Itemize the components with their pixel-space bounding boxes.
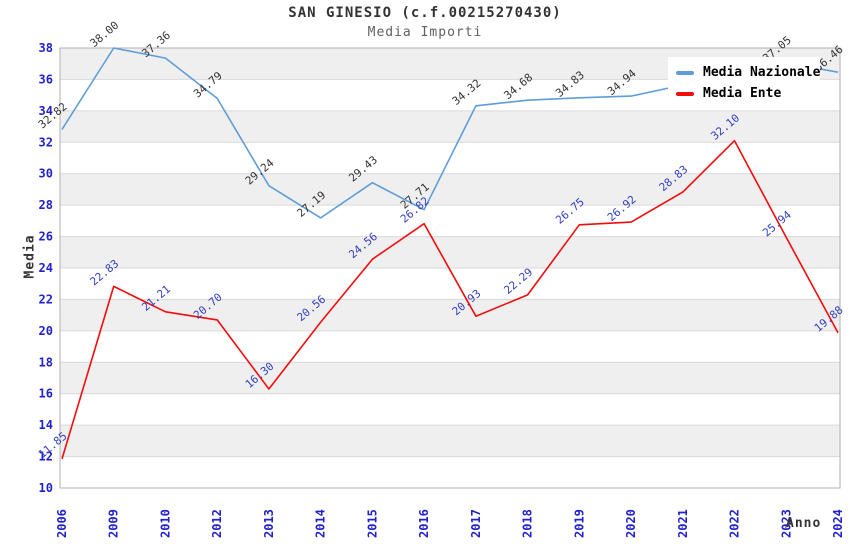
plot-band	[60, 299, 840, 331]
x-tick-label: 2013	[262, 509, 276, 538]
y-tick-label: 16	[39, 387, 53, 401]
legend-swatch-blue-icon	[676, 70, 694, 75]
y-tick-label: 20	[39, 324, 53, 338]
legend-item-media-ente: Media Ente	[676, 83, 812, 104]
y-tick-label: 12	[39, 450, 53, 464]
y-tick-label: 36	[39, 72, 53, 86]
y-tick-label: 22	[39, 292, 53, 306]
x-tick-label: 2023	[779, 509, 793, 538]
x-tick-label: 2017	[469, 509, 483, 538]
chart-legend: Media Nazionale Media Ente	[668, 57, 820, 109]
plot-band	[60, 110, 840, 143]
x-tick-label: 2020	[624, 509, 638, 538]
data-label: 34.32	[450, 77, 484, 108]
y-tick-label: 38	[39, 41, 53, 55]
y-tick-label: 30	[39, 167, 53, 181]
x-tick-label: 2016	[417, 509, 431, 538]
x-tick-label: 2018	[521, 509, 535, 538]
y-tick-label: 24	[39, 261, 53, 275]
chart-title: SAN GINESIO (c.f.00215270430)	[288, 5, 562, 21]
x-tick-label: 2006	[55, 509, 69, 538]
x-tick-label: 2015	[365, 509, 379, 538]
plot-band	[60, 362, 840, 394]
x-tick-label: 2019	[572, 509, 586, 538]
plot-band	[60, 425, 840, 457]
legend-label: Media Ente	[703, 86, 782, 101]
y-tick-label: 18	[39, 355, 53, 369]
y-tick-label: 32	[39, 135, 53, 149]
y-tick-label: 34	[39, 104, 53, 118]
plot-band	[60, 236, 840, 268]
chart-subtitle: Media Importi	[367, 25, 483, 40]
x-tick-label: 2021	[676, 509, 690, 538]
x-axis-title: Anno	[786, 516, 822, 531]
x-tick-label: 2022	[728, 509, 742, 538]
x-tick-label: 2024	[831, 509, 845, 538]
y-tick-label: 14	[39, 418, 53, 432]
x-tick-label: 2010	[158, 509, 172, 538]
series-line-media-ente	[61, 139, 839, 460]
y-axis-title: Media	[22, 234, 38, 279]
x-tick-label: 2012	[210, 509, 224, 538]
y-tick-label: 26	[39, 230, 53, 244]
legend-label: Media Nazionale	[703, 65, 821, 80]
data-label: 25.94	[760, 208, 794, 239]
x-tick-label: 2014	[314, 509, 328, 538]
legend-swatch-red-icon	[676, 91, 694, 96]
x-tick-label: 2009	[107, 509, 121, 538]
plot-band	[60, 173, 840, 206]
plot-border	[59, 47, 841, 489]
legend-item-media-nazionale: Media Nazionale	[676, 62, 820, 83]
y-tick-label: 10	[39, 481, 53, 495]
y-tick-label: 28	[39, 198, 53, 212]
